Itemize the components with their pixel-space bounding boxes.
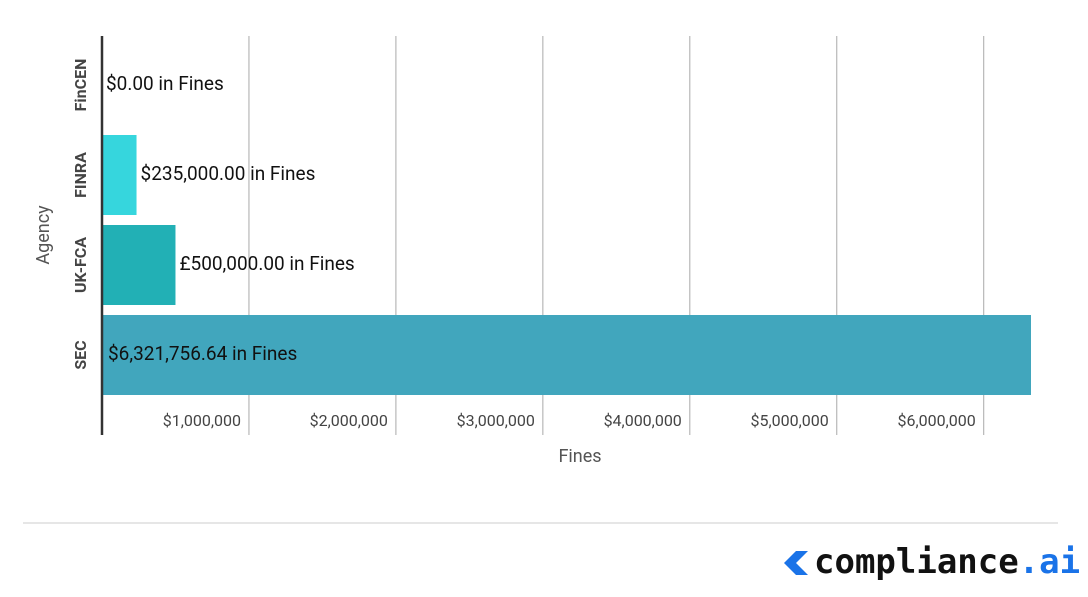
bar [102, 225, 176, 305]
logo-text: compliance.ai [814, 542, 1080, 582]
data-label: £500,000.00 in Fines [179, 252, 354, 275]
data-label: $6,321,756.64 in Fines [108, 342, 297, 365]
x-tick-label: $4,000,000 [604, 411, 682, 430]
y-tick-label: UK-FCA [71, 237, 90, 293]
y-axis-title: Agency [33, 205, 54, 265]
data-label: $0.00 in Fines [106, 72, 224, 95]
data-label: $235,000.00 in Fines [141, 162, 316, 185]
x-axis-title: Fines [558, 446, 601, 467]
x-tick-label: $1,000,000 [163, 411, 241, 430]
x-tick-label: $6,000,000 [897, 411, 975, 430]
y-tick-label: FinCEN [71, 59, 90, 112]
y-tick-label: SEC [71, 340, 90, 369]
logo: compliance.ai [784, 542, 1080, 582]
x-tick-label: $2,000,000 [310, 411, 388, 430]
bar [102, 135, 137, 215]
logo-icon [784, 551, 808, 575]
logo-name: compliance [814, 542, 1019, 582]
y-tick-label: FINRA [71, 152, 90, 198]
logo-suffix: .ai [1019, 542, 1080, 582]
x-tick-label: $5,000,000 [751, 411, 829, 430]
bar [102, 315, 1031, 395]
x-tick-label: $3,000,000 [457, 411, 535, 430]
